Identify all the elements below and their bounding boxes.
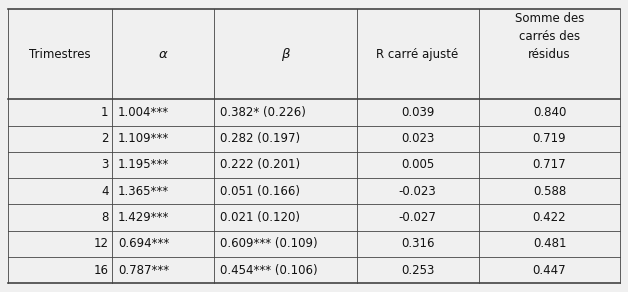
Text: 2: 2 [101, 132, 109, 145]
Text: 0.039: 0.039 [401, 106, 435, 119]
Text: Somme des
carrés des
résidus: Somme des carrés des résidus [515, 12, 584, 61]
Text: 1.429***: 1.429*** [118, 211, 170, 224]
Text: 1.365***: 1.365*** [118, 185, 169, 198]
Text: 0.422: 0.422 [533, 211, 566, 224]
Text: 0.840: 0.840 [533, 106, 566, 119]
Text: 3: 3 [101, 159, 109, 171]
Text: 0.023: 0.023 [401, 132, 435, 145]
Text: -0.023: -0.023 [399, 185, 436, 198]
Text: 0.253: 0.253 [401, 264, 435, 277]
Text: 0.382* (0.226): 0.382* (0.226) [220, 106, 306, 119]
Text: 0.316: 0.316 [401, 237, 435, 250]
Text: 1: 1 [101, 106, 109, 119]
Text: Trimestres: Trimestres [29, 48, 90, 60]
Text: β: β [281, 48, 290, 60]
Text: 8: 8 [101, 211, 109, 224]
Text: 1.195***: 1.195*** [118, 159, 170, 171]
Text: 1.109***: 1.109*** [118, 132, 170, 145]
Text: 16: 16 [94, 264, 109, 277]
Text: 0.787***: 0.787*** [118, 264, 169, 277]
Text: 0.021 (0.120): 0.021 (0.120) [220, 211, 300, 224]
Text: 0.481: 0.481 [533, 237, 566, 250]
Text: 12: 12 [94, 237, 109, 250]
Text: 0.447: 0.447 [533, 264, 566, 277]
Text: 0.282 (0.197): 0.282 (0.197) [220, 132, 300, 145]
Text: 0.694***: 0.694*** [118, 237, 170, 250]
Text: 4: 4 [101, 185, 109, 198]
Text: α: α [158, 48, 167, 60]
Text: 0.588: 0.588 [533, 185, 566, 198]
Text: 1.004***: 1.004*** [118, 106, 169, 119]
Text: 0.719: 0.719 [533, 132, 566, 145]
Text: 0.609*** (0.109): 0.609*** (0.109) [220, 237, 317, 250]
Text: 0.051 (0.166): 0.051 (0.166) [220, 185, 300, 198]
Text: R carré ajusté: R carré ajusté [377, 48, 458, 60]
Text: 0.222 (0.201): 0.222 (0.201) [220, 159, 300, 171]
Text: 0.717: 0.717 [533, 159, 566, 171]
Text: -0.027: -0.027 [399, 211, 436, 224]
Text: 0.454*** (0.106): 0.454*** (0.106) [220, 264, 317, 277]
Text: 0.005: 0.005 [401, 159, 434, 171]
